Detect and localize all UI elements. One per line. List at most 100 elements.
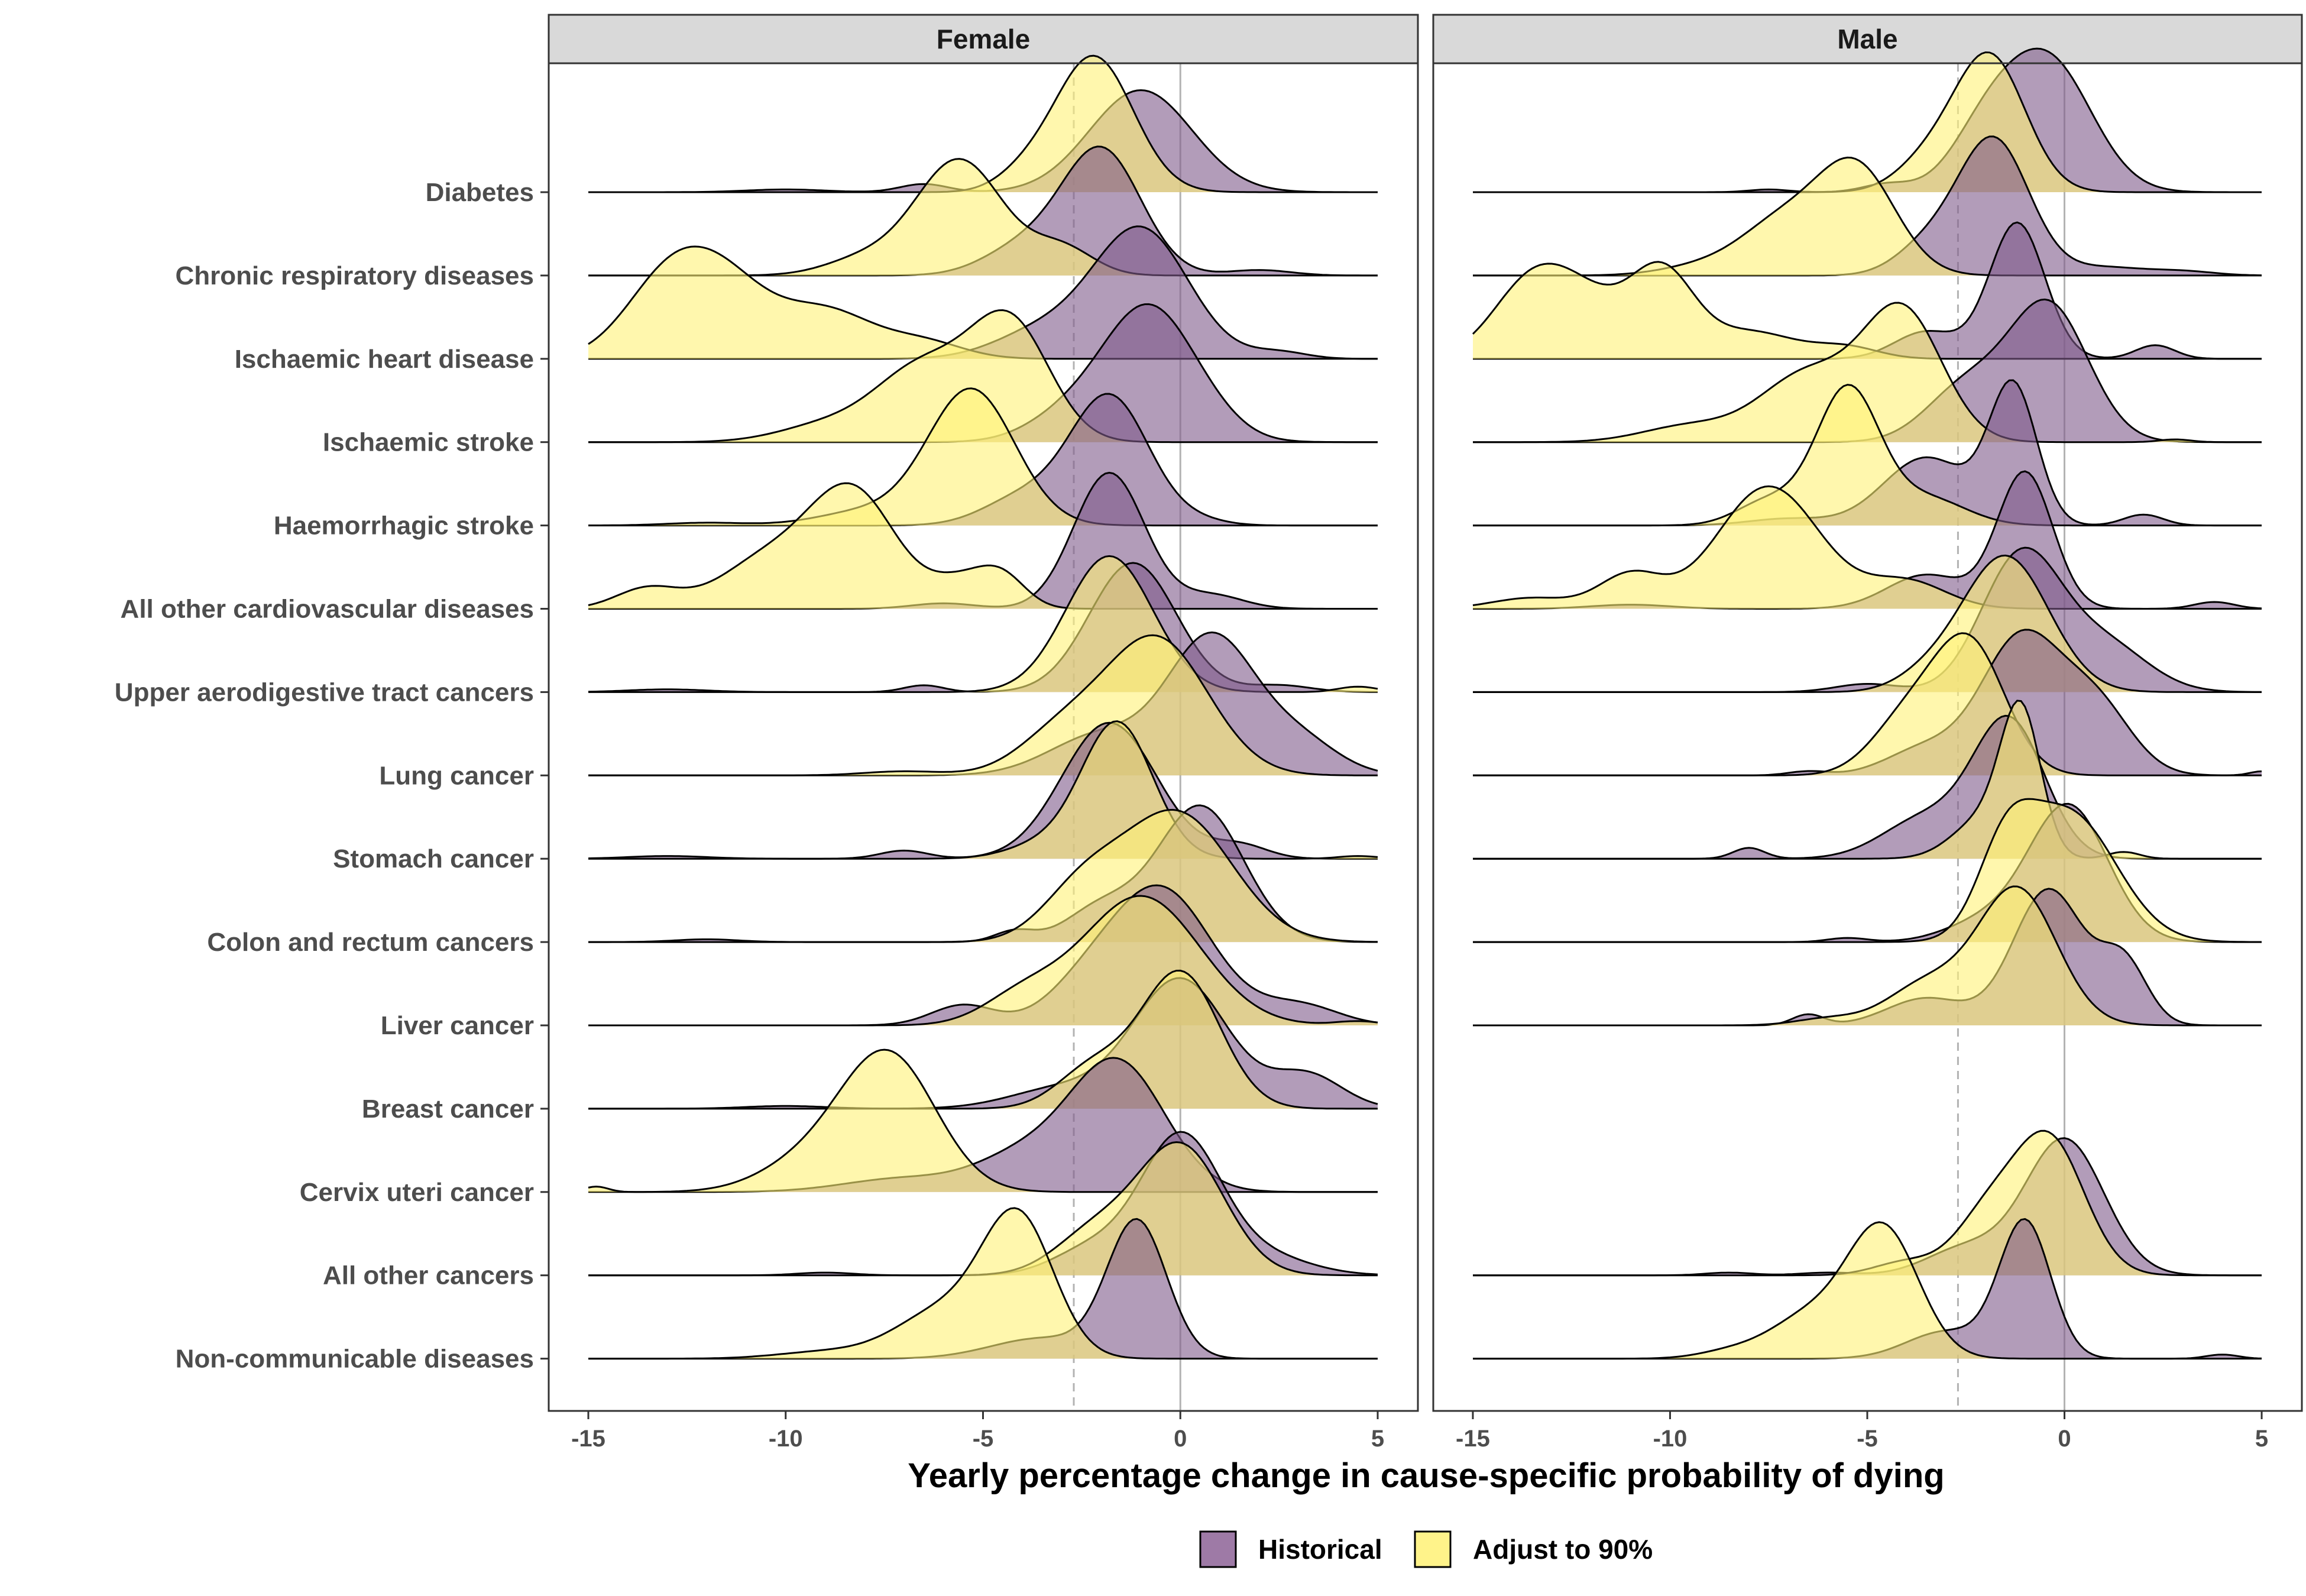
density-area-adjust (1473, 1131, 2262, 1275)
y-tick-label: Ischaemic heart disease (235, 345, 534, 374)
density-line-adjust (1473, 632, 2262, 776)
legend-label: Historical (1258, 1534, 1382, 1565)
density-area-historical (1473, 629, 2262, 776)
density-area-adjust (1473, 261, 2262, 359)
legend-key (1199, 1530, 1237, 1568)
density-area-historical (588, 1219, 1378, 1359)
density-line-adjust (1473, 384, 2262, 527)
x-tick-label: -10 (769, 1426, 803, 1452)
x-tick-label: 5 (2255, 1426, 2268, 1452)
panel-male: Male (1432, 14, 2303, 1412)
density-area-adjust (1473, 886, 2262, 1025)
density-area-historical (1473, 471, 2262, 609)
x-tick-label: 0 (2058, 1426, 2071, 1452)
x-tick-label: -15 (1456, 1426, 1490, 1452)
y-tick-label: Upper aerodigestive tract cancers (115, 678, 534, 707)
density-line-adjust (588, 1048, 1378, 1193)
ridge-row (588, 1207, 1378, 1360)
density-area-adjust (588, 246, 1378, 359)
density-area-adjust (1473, 486, 2262, 609)
density-area-adjust (588, 1142, 1378, 1275)
legend: Historical Adjust to 90% (1199, 1530, 1653, 1568)
density-line-adjust (1473, 885, 2262, 1027)
facet-label: Male (1837, 24, 1897, 54)
panel-female: Female (548, 14, 1419, 1412)
y-tick-label: All other cardiovascular diseases (121, 595, 534, 624)
legend-label: Adjust to 90% (1473, 1534, 1653, 1565)
x-axis-title: Yearly percentage change in cause-specif… (908, 1456, 1944, 1495)
y-tick-label: Liver cancer (381, 1011, 534, 1040)
density-area-historical (588, 90, 1378, 192)
y-tick-label: Chronic respiratory diseases (176, 261, 534, 290)
legend-entry: Historical (1199, 1530, 1382, 1568)
density-line-adjust (588, 720, 1378, 860)
density-line-adjust (1473, 156, 2262, 277)
density-line-adjust (588, 482, 1378, 610)
density-area-adjust (588, 158, 1378, 276)
ridge-row (1472, 470, 2262, 610)
density-line-adjust (1473, 1221, 2262, 1360)
x-tick-label: -15 (571, 1426, 605, 1452)
ridge-row (1473, 1218, 2262, 1360)
y-tick-label: Ischaemic stroke (323, 428, 534, 457)
ridge-row (588, 387, 1378, 527)
y-tick-label: Non-communicable diseases (176, 1345, 534, 1374)
density-line-adjust (588, 1207, 1378, 1360)
y-tick-label: Cervix uteri cancer (300, 1178, 534, 1207)
y-tick-label: Diabetes (426, 178, 534, 207)
density-area-adjust (588, 388, 1378, 526)
density-area-adjust (1473, 157, 2262, 276)
density-line-adjust (588, 895, 1378, 1027)
y-tick-label: Lung cancer (379, 761, 534, 790)
ridge-row (1473, 379, 2262, 527)
density-line-adjust (588, 634, 1378, 776)
density-line-adjust (1472, 485, 2262, 610)
density-line-adjust (1473, 798, 2262, 943)
density-line-adjust (1473, 700, 2262, 860)
y-tick-label: Colon and rectum cancers (207, 928, 534, 957)
density-line-adjust (588, 309, 1378, 443)
y-tick-label: All other cancers (323, 1261, 534, 1290)
density-line-adjust (588, 387, 1378, 527)
density-line-adjust (588, 808, 1378, 943)
x-tick-label: 5 (1371, 1426, 1384, 1452)
density-area-historical (1473, 299, 2262, 442)
ridge-row (1473, 885, 2262, 1027)
x-tick-label: 0 (1174, 1426, 1187, 1452)
density-line-adjust (1473, 302, 2262, 443)
facet-label: Female (937, 24, 1031, 54)
x-axis: -15 -10 -5 0 5 -15 -10 -5 0 5 (571, 1411, 2268, 1452)
legend-entry: Adjust to 90% (1414, 1530, 1653, 1568)
density-line-adjust (1473, 554, 2262, 693)
density-area-adjust (1473, 1222, 2262, 1359)
density-area-historical (588, 226, 1378, 359)
ridge-row (1473, 629, 2262, 776)
density-area-adjust (588, 635, 1378, 776)
legend-key (1414, 1530, 1452, 1568)
facet-strip (1432, 14, 2303, 64)
x-tick-label: -5 (1857, 1426, 1878, 1452)
density-area-adjust (588, 483, 1378, 609)
ridge-row (588, 969, 1378, 1110)
ridge-row (588, 631, 1378, 776)
density-area-adjust (1473, 633, 2262, 776)
x-tick-label: -5 (973, 1426, 994, 1452)
density-area-adjust (588, 1207, 1378, 1359)
facet-strip (548, 14, 1419, 64)
density-area-historical (1473, 1219, 2262, 1359)
density-area-adjust (588, 310, 1378, 442)
density-area-adjust (1473, 384, 2262, 526)
density-area-adjust (588, 1050, 1378, 1192)
density-area-adjust (588, 970, 1378, 1109)
panels-layer: Female Male (548, 14, 2303, 1412)
y-axis-labels: Diabetes Chronic respiratory diseases Isch… (115, 178, 549, 1374)
y-tick-label: Breast cancer (362, 1095, 534, 1124)
y-tick-label: Stomach cancer (333, 844, 534, 873)
density-area-historical (588, 304, 1378, 442)
ridge-row (1473, 135, 2262, 277)
ridge-row (588, 471, 1378, 610)
x-tick-label: -10 (1653, 1426, 1688, 1452)
density-line-adjust (588, 969, 1378, 1110)
density-area-historical (1473, 48, 2262, 192)
